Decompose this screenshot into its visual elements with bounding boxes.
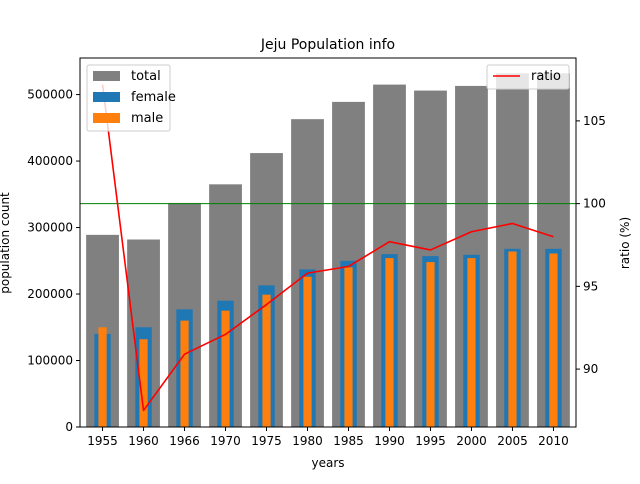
bar-male [508, 251, 517, 427]
x-tick-label: 2005 [497, 434, 528, 448]
y-tick-label: 400000 [27, 154, 73, 168]
legend-label-male: male [131, 111, 163, 126]
plot-area [80, 73, 576, 428]
bar-male [344, 267, 353, 427]
y-tick-label: 0 [65, 420, 73, 434]
x-tick-label: 1985 [333, 434, 364, 448]
axes: 1955 1960 1966 1970 1975 1980 1985 1990 1995 2000… [27, 57, 606, 448]
y-tick-label: 500000 [27, 88, 73, 102]
bar-male [221, 310, 230, 427]
x-tick-label: 1980 [292, 434, 323, 448]
x-tick-label: 2010 [538, 434, 569, 448]
bar-male [180, 320, 189, 427]
x-tick-label: 1966 [169, 434, 200, 448]
legend-swatch-male [93, 113, 120, 123]
y-tick-label: 100000 [27, 354, 73, 368]
y2-tick-label: 95 [583, 279, 598, 293]
y2-tick-label: 105 [583, 114, 606, 128]
y-tick-label: 300000 [27, 221, 73, 235]
bar-male [385, 258, 394, 427]
plot-frame [79, 57, 577, 428]
y2-tick-label: 100 [583, 197, 606, 211]
bar-male [426, 262, 435, 427]
legend-label-female: female [131, 90, 176, 105]
x-tick-label: 2000 [456, 434, 487, 448]
bar-male [262, 294, 271, 427]
bar-male [549, 253, 558, 427]
bar-male [303, 276, 312, 427]
x-tick-label: 1990 [374, 434, 405, 448]
y-tick-label: 200000 [27, 287, 73, 301]
x-tick-label: 1955 [87, 434, 118, 448]
legend-left: total female male [86, 64, 176, 132]
legend-label-ratio: ratio [531, 69, 561, 84]
bar-male [139, 339, 148, 427]
x-tick-label: 1995 [415, 434, 446, 448]
x-tick-label: 1970 [210, 434, 241, 448]
x-tick-label: 1960 [128, 434, 159, 448]
bar-male [467, 258, 476, 427]
legend-right: ratio [486, 64, 570, 90]
legend-right-box [486, 64, 570, 90]
bar-male [98, 327, 107, 427]
legend-swatch-female [93, 92, 120, 102]
chart-title: Jeju Population info [260, 37, 395, 53]
y-axis-label: population count [0, 192, 12, 294]
y2-axis-label: ratio (%) [618, 217, 632, 269]
legend-swatch-total [93, 71, 120, 81]
legends: total female male ratio [86, 64, 570, 132]
legend-label-total: total [131, 69, 161, 84]
x-axis-label: years [311, 456, 344, 470]
ratio-line [101, 84, 554, 412]
x-tick-label: 1975 [251, 434, 282, 448]
y2-tick-label: 90 [583, 362, 598, 376]
